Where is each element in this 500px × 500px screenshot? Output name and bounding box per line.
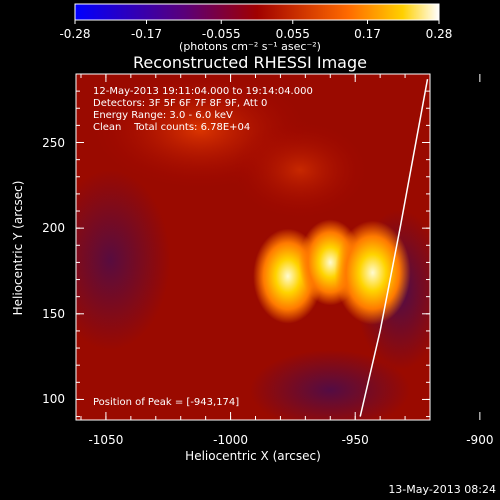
x-tick-label: -900: [466, 433, 494, 447]
y-tick-label: 200: [42, 221, 65, 236]
y-tick-label: 150: [42, 306, 65, 321]
time-range-label: 12-May-2013 19:11:04.000 to 19:14:04.000: [93, 86, 313, 97]
energy-range-label: Energy Range: 3.0 - 6.0 keV: [93, 110, 233, 121]
chart-title: Reconstructed RHESSI Image: [133, 53, 367, 72]
y-tick-label: 100: [42, 392, 65, 407]
colorbar-tick-label: -0.28: [59, 27, 91, 41]
x-tick-label: -1000: [213, 433, 248, 447]
colorbar-tick-label: -0.055: [201, 27, 241, 41]
heatmap: [76, 74, 430, 420]
clean-counts-label: Clean Total counts: 6.78E+04: [93, 122, 251, 133]
x-axis-label: Heliocentric X (arcsec): [185, 449, 321, 463]
emission-source: [334, 220, 411, 325]
y-tick-label: 250: [42, 135, 65, 150]
colorbar-tick-label: 0.055: [275, 27, 310, 41]
colorbar-tick-label: 0.17: [354, 27, 381, 41]
timestamp-footer: 13-May-2013 08:24: [388, 483, 496, 496]
colorbar-units: (photons cm⁻² s⁻¹ asec⁻²): [179, 40, 321, 53]
detectors-label: Detectors: 3F 5F 6F 7F 8F 9F, Att 0: [93, 98, 268, 109]
colorbar-tick-label: 0.28: [425, 27, 453, 41]
y-axis-label: Heliocentric Y (arcsec): [11, 180, 25, 316]
plot-frame: [75, 73, 431, 421]
colorbar: [74, 3, 440, 21]
x-tick-label: -1050: [88, 433, 124, 447]
peak-position-label: Position of Peak = [-943,174]: [93, 397, 240, 408]
axis-ticks: [76, 73, 481, 420]
x-tick-label: -950: [341, 433, 369, 447]
solar-limb-curve: [359, 79, 429, 417]
colorbar-tick-label: -0.17: [130, 27, 163, 41]
colorbar-ticks: [74, 20, 440, 24]
